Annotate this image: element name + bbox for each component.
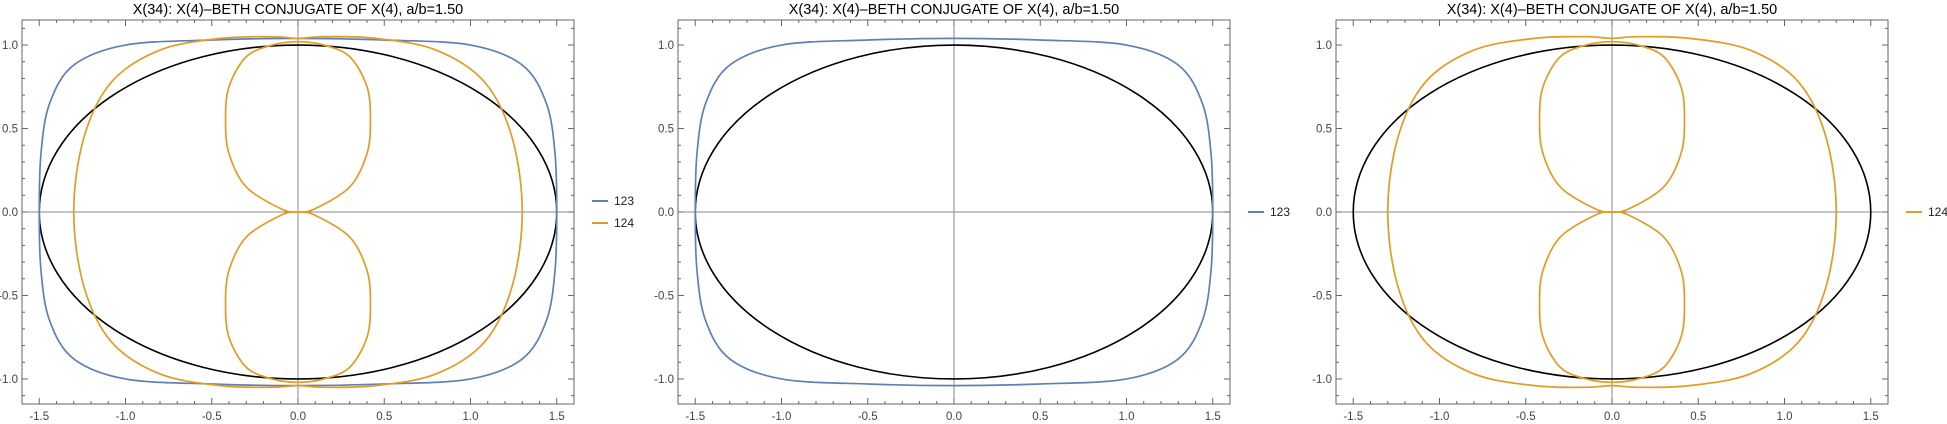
y-tick-label: -1.0: [0, 374, 18, 386]
y-tick-label: 0.0: [658, 207, 674, 219]
series-124-curve: [1386, 35, 1838, 389]
x-tick-label: 0.5: [376, 411, 392, 423]
y-tick-label: 0.0: [2, 207, 18, 219]
x-tick-label: 1.0: [1777, 411, 1793, 423]
x-tick-label: -0.5: [1516, 411, 1536, 423]
legend-label: 123: [1270, 205, 1290, 219]
x-tick-label: -1.0: [1430, 411, 1450, 423]
y-tick-label: 1.0: [658, 40, 674, 52]
x-tick-label: -0.5: [202, 411, 222, 423]
x-tick-label: -1.5: [1343, 411, 1363, 423]
x-tick-label: 0.5: [1032, 411, 1048, 423]
x-tick-label: 1.0: [1119, 411, 1135, 423]
chart-title: X(34): X(4)–BETH CONJUGATE OF X(4), a/b=…: [133, 2, 464, 18]
y-tick-label: -1.0: [654, 374, 674, 386]
x-tick-label: 0.0: [1604, 411, 1620, 423]
x-tick-label: -0.5: [858, 411, 878, 423]
y-tick-label: 1.0: [2, 40, 18, 52]
series-lobe-curve: [224, 40, 372, 213]
x-tick-label: 0.0: [290, 411, 306, 423]
y-tick-label: -0.5: [654, 290, 674, 302]
x-tick-label: 0.5: [1690, 411, 1706, 423]
x-tick-label: 1.5: [1863, 411, 1879, 423]
x-tick-label: 1.0: [463, 411, 479, 423]
y-tick-label: -0.5: [1312, 290, 1332, 302]
y-tick-label: 1.0: [1316, 40, 1332, 52]
x-tick-label: -1.0: [116, 411, 136, 423]
plot-panel-1: X(34): X(4)–BETH CONJUGATE OF X(4), a/b=…: [0, 2, 634, 423]
reference-ellipse: [1352, 44, 1872, 380]
x-tick-label: 0.0: [946, 411, 962, 423]
y-tick-label: 0.5: [658, 124, 674, 136]
series-123-curve: [38, 37, 558, 387]
y-tick-label: -1.0: [1312, 374, 1332, 386]
legend-label: 124: [614, 216, 634, 230]
series-123-curve: [694, 37, 1214, 387]
legend-label: 123: [614, 194, 634, 208]
chart-title: X(34): X(4)–BETH CONJUGATE OF X(4), a/b=…: [1447, 2, 1778, 18]
legend-label: 124: [1928, 205, 1947, 219]
x-tick-label: 1.5: [1205, 411, 1221, 423]
series-lobe-curve: [1538, 211, 1686, 384]
x-tick-label: 1.5: [549, 411, 565, 423]
plot-panel-3: X(34): X(4)–BETH CONJUGATE OF X(4), a/b=…: [1312, 2, 1947, 423]
x-tick-label: -1.0: [772, 411, 792, 423]
series-lobe-curve: [224, 211, 372, 384]
series-lobe-curve: [1538, 40, 1686, 213]
y-tick-label: 0.5: [1316, 124, 1332, 136]
series-124-curve: [72, 35, 524, 389]
chart-title: X(34): X(4)–BETH CONJUGATE OF X(4), a/b=…: [789, 2, 1120, 18]
y-tick-label: 0.5: [2, 124, 18, 136]
plot-panel-2: X(34): X(4)–BETH CONJUGATE OF X(4), a/b=…: [654, 2, 1290, 423]
y-tick-label: 0.0: [1316, 207, 1332, 219]
x-tick-label: -1.5: [685, 411, 705, 423]
x-tick-label: -1.5: [29, 411, 49, 423]
y-tick-label: -0.5: [0, 290, 18, 302]
